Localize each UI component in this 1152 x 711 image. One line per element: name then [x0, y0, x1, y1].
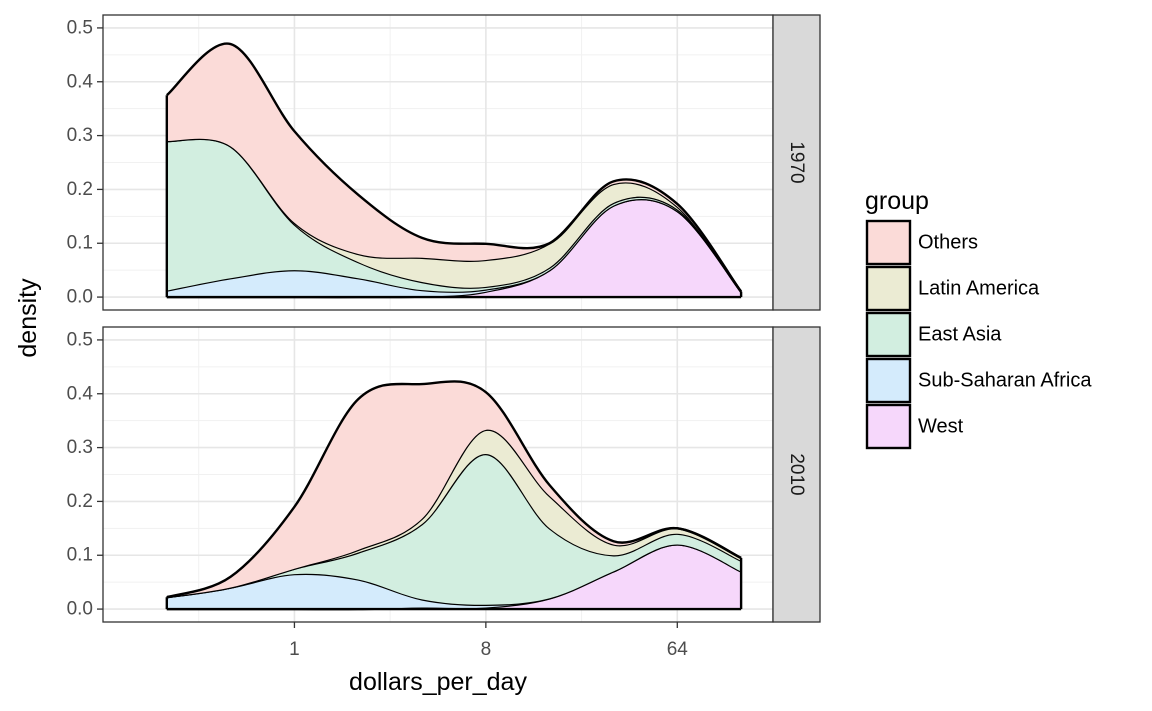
y-axis-title: density	[14, 278, 42, 358]
area-east-asia	[166, 138, 742, 292]
area-west	[166, 544, 742, 610]
y-tick-label: 0.4	[67, 71, 94, 92]
y-tick-label: 0.1	[67, 545, 93, 566]
area-east-asia	[166, 454, 742, 605]
panel-2010: 2010 0.0 0.1 0.2 0.3 0.4 0.5	[67, 326, 821, 623]
area-outline-others	[166, 42, 743, 293]
legend-key	[865, 265, 912, 312]
area-others	[166, 43, 742, 292]
legend-label: Latin America	[918, 278, 1040, 300]
x-axis-title: dollars_per_day	[349, 668, 527, 696]
x-tick-label: 8	[481, 639, 492, 660]
facet-strip	[772, 326, 821, 623]
y-tick-label: 0.3	[67, 125, 93, 146]
facet-strip-label: 2010	[786, 453, 807, 495]
area-sub-saharan-africa	[166, 544, 742, 610]
y-tick-label: 0.2	[67, 491, 93, 512]
legend-item-latin-america: Latin America	[865, 265, 1040, 312]
legend-key	[865, 311, 912, 358]
area-others	[166, 381, 742, 598]
y-tick-label: 0.2	[67, 179, 93, 200]
panels: 1970 0.0 0.1 0.2 0.3 0.4 0.5 2010 0.0 0.1 0.2 0.3 0.…	[67, 14, 821, 623]
y-tick-label: 0.5	[67, 17, 93, 38]
facet-strip	[772, 14, 821, 311]
legend-item-east-asia: East Asia	[865, 311, 1002, 358]
legend-key	[865, 357, 912, 404]
legend-label: West	[918, 416, 964, 438]
legend: group Others Latin America East Asia Sub-Sa…	[865, 187, 1092, 450]
legend-key	[865, 219, 912, 266]
y-tick-label: 0.0	[67, 599, 93, 620]
legend-item-west: West	[865, 403, 964, 450]
legend-item-sub-saharan-africa: Sub-Saharan Africa	[865, 357, 1092, 404]
y-tick-label: 0.0	[67, 287, 93, 308]
legend-key	[865, 403, 912, 450]
area-outline-others	[166, 380, 742, 599]
area-sub-saharan-africa	[166, 199, 742, 298]
y-tick-label: 0.4	[67, 383, 94, 404]
x-tick-label: 1	[289, 639, 300, 660]
area-west	[166, 199, 742, 298]
legend-title: group	[865, 187, 929, 215]
y-tick-label: 0.1	[67, 233, 93, 254]
legend-item-others: Others	[865, 219, 978, 266]
y-tick-label: 0.3	[67, 437, 93, 458]
y-tick-label: 0.5	[67, 329, 93, 350]
facet-strip-label: 1970	[786, 141, 807, 183]
x-tick-label: 64	[667, 639, 689, 660]
panel-1970: 1970 0.0 0.1 0.2 0.3 0.4 0.5	[67, 14, 821, 311]
legend-label: Others	[918, 232, 978, 254]
legend-label: Sub-Saharan Africa	[918, 370, 1092, 392]
legend-label: East Asia	[918, 324, 1002, 346]
